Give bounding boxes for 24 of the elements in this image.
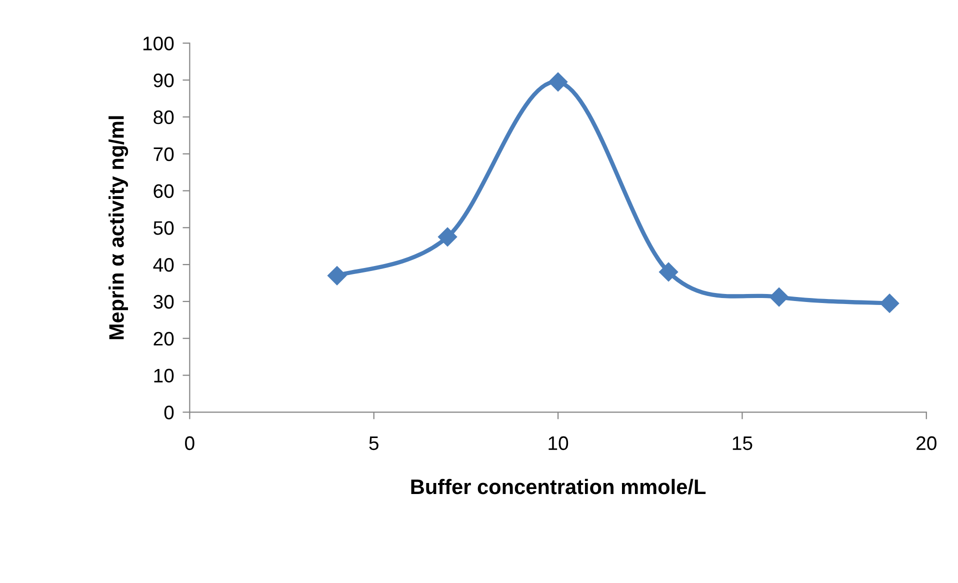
y-tick-label: 40 <box>153 258 174 272</box>
x-tick-label: 20 <box>916 436 936 450</box>
y-tick-label: 90 <box>154 74 174 88</box>
x-tick-label: 5 <box>369 436 378 450</box>
y-tick-label: 10 <box>154 368 174 383</box>
y-axis-title: Meprin α activity ng/ml <box>108 116 128 340</box>
point <box>770 288 789 307</box>
y-tick-label: 100 <box>143 36 174 50</box>
y-tick-label: 70 <box>154 147 174 162</box>
y-tick-label: 80 <box>154 110 174 124</box>
x-axis-title: Buffer concentration mmole/L <box>411 478 706 494</box>
y-tick-label: 60 <box>154 184 174 198</box>
point <box>327 266 347 286</box>
point <box>659 262 678 282</box>
x-tick-label: 0 <box>185 436 194 450</box>
y-tick-label: 50 <box>154 221 174 235</box>
y-tick-label: 30 <box>154 294 174 309</box>
x-tick-label: 10 <box>548 436 568 450</box>
point <box>438 227 458 246</box>
point <box>880 294 900 313</box>
x-tick-label: 15 <box>732 436 752 450</box>
y-tick-label: 0 <box>164 406 174 420</box>
y-tick-label: 20 <box>154 332 174 346</box>
point <box>548 72 568 92</box>
